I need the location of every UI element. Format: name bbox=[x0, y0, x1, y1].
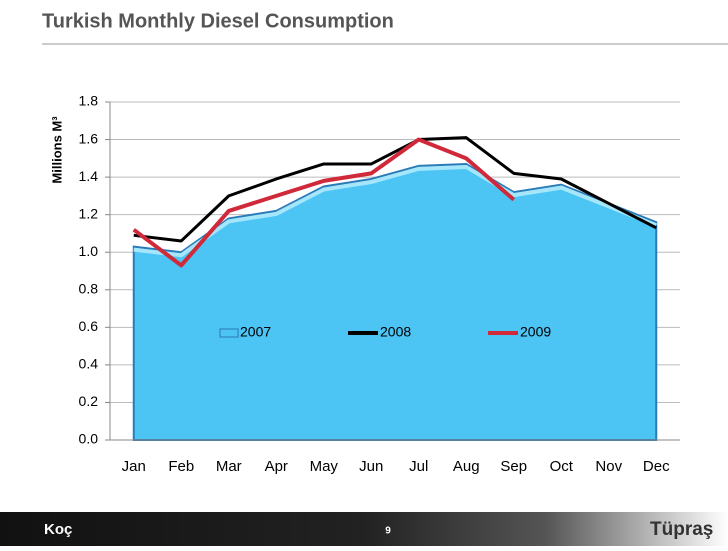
legend-label: 2009 bbox=[520, 324, 551, 340]
x-tick-label: Dec bbox=[643, 458, 670, 475]
legend-swatch bbox=[219, 328, 239, 338]
x-tick-label: Feb bbox=[168, 458, 194, 475]
x-tick-label: Apr bbox=[265, 458, 288, 475]
area-edge bbox=[133, 164, 657, 258]
line bbox=[133, 136, 657, 243]
line bbox=[132, 137, 516, 268]
x-tick-label: Jan bbox=[122, 458, 146, 475]
x-tick-label: Jul bbox=[409, 458, 428, 475]
x-tick-label: Sep bbox=[500, 458, 527, 475]
y-axis-label: Millions M³ bbox=[49, 116, 64, 184]
chart-title: Turkish Monthly Diesel Consumption bbox=[42, 10, 394, 32]
area bbox=[132, 162, 658, 441]
x-tick-label: Mar bbox=[216, 458, 242, 475]
y-tick-label: 1.0 bbox=[79, 243, 99, 259]
y-tick-label: 0.6 bbox=[79, 318, 99, 334]
footer-bar bbox=[0, 512, 728, 546]
x-tick-label: Nov bbox=[595, 458, 622, 475]
y-tick-label: 0.4 bbox=[79, 356, 99, 372]
y-tick-label: 0.0 bbox=[79, 431, 99, 447]
footer-left-logo: Koç bbox=[44, 521, 72, 538]
y-tick-label: 0.2 bbox=[79, 393, 99, 409]
y-tick-label: 1.4 bbox=[79, 168, 99, 184]
y-tick-label: 1.6 bbox=[79, 130, 99, 146]
x-tick-label: Oct bbox=[550, 458, 574, 475]
x-tick-label: May bbox=[310, 458, 339, 475]
legend-label: 2008 bbox=[380, 324, 411, 340]
plot: 0.0 0.2 0.4 0.6 0.8 1.0 1.2 1.4 1.6 1.8 Jan Feb Mar A… bbox=[79, 93, 680, 475]
page-number: 9 bbox=[385, 526, 391, 537]
x-tick-label: Aug bbox=[453, 458, 480, 475]
legend-label: 2007 bbox=[240, 324, 271, 340]
y-tick-label: 0.8 bbox=[79, 280, 99, 296]
y-tick-label: 1.8 bbox=[79, 93, 99, 109]
footer-right-logo: Tüpraş bbox=[650, 519, 713, 540]
x-tick-label: Jun bbox=[359, 458, 383, 475]
y-tick-label: 1.2 bbox=[79, 205, 99, 221]
